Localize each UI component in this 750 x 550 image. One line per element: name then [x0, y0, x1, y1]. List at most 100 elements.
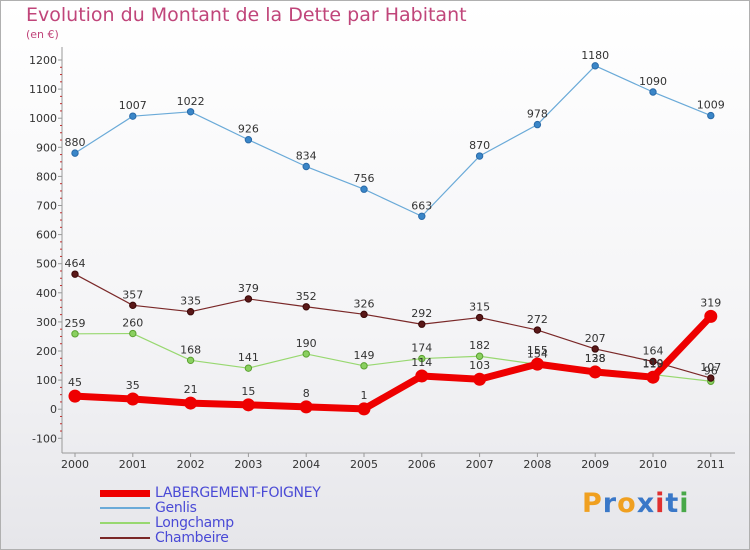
data-point-chambeire — [707, 374, 715, 382]
data-point-longchamp — [475, 352, 484, 360]
y-tick-label: -100 — [32, 432, 57, 445]
data-label-chambeire: 335 — [180, 295, 201, 308]
data-label-longchamp: 168 — [180, 343, 201, 356]
data-label-chambeire: 207 — [585, 332, 606, 345]
data-point-labergement-foigney — [473, 372, 487, 386]
data-label-genlis: 663 — [411, 199, 432, 212]
logo-letter: o — [617, 488, 637, 519]
y-tick-label: 1100 — [29, 83, 57, 96]
legend-swatch-chambeire — [100, 537, 150, 539]
x-tick-label: 2009 — [581, 458, 609, 471]
x-tick-label: 2002 — [177, 458, 205, 471]
data-label-chambeire: 326 — [354, 297, 375, 310]
data-point-genlis — [475, 152, 484, 160]
data-label-chambeire: 352 — [296, 290, 317, 303]
data-point-labergement-foigney — [126, 392, 140, 406]
data-label-genlis: 1007 — [119, 99, 147, 112]
data-point-labergement-foigney — [241, 398, 255, 412]
data-label-genlis: 834 — [296, 150, 317, 163]
data-label-labergement-foigney: 110 — [643, 357, 664, 370]
data-label-chambeire: 272 — [527, 313, 548, 326]
legend-swatch-labergement — [100, 490, 150, 497]
data-label-chambeire: 379 — [238, 282, 259, 295]
data-label-chambeire: 107 — [700, 361, 721, 374]
data-label-labergement-foigney: 15 — [241, 385, 255, 398]
data-point-labergement-foigney — [646, 370, 660, 384]
y-tick-label: 900 — [36, 141, 57, 154]
logo-letter: r — [602, 488, 618, 519]
x-tick-label: 2004 — [292, 458, 320, 471]
y-tick-label: 200 — [36, 345, 57, 358]
x-tick-label: 2008 — [523, 458, 551, 471]
data-label-longchamp: 182 — [469, 339, 490, 352]
data-point-genlis — [591, 62, 599, 70]
legend-label-chambeire: Chambeire — [155, 530, 229, 546]
data-point-longchamp — [360, 362, 368, 370]
data-point-chambeire — [244, 295, 253, 303]
y-tick-label: 1000 — [29, 112, 57, 125]
data-point-longchamp — [71, 330, 79, 338]
legend-label-longchamp: Longchamp — [155, 515, 234, 531]
data-point-genlis — [533, 120, 542, 129]
data-point-labergement-foigney — [184, 396, 198, 410]
x-tick-label: 2006 — [408, 458, 436, 471]
x-tick-label: 2010 — [639, 458, 667, 471]
data-point-genlis — [707, 111, 715, 120]
legend-label-labergement: LABERGEMENT-FOIGNEY — [155, 485, 321, 501]
data-label-longchamp: 141 — [238, 351, 259, 364]
data-point-chambeire — [129, 301, 137, 310]
data-label-longchamp: 190 — [296, 337, 317, 350]
y-tick-label: 100 — [36, 374, 57, 387]
legend-swatch-longchamp — [100, 522, 150, 524]
data-label-chambeire: 164 — [643, 344, 664, 357]
data-label-chambeire: 464 — [65, 257, 86, 270]
data-point-labergement-foigney — [299, 400, 313, 414]
data-label-labergement-foigney: 8 — [303, 387, 310, 400]
data-label-labergement-foigney: 319 — [700, 296, 721, 309]
data-label-genlis: 1180 — [581, 49, 609, 62]
data-label-longchamp: 138 — [585, 352, 606, 365]
data-label-labergement-foigney: 128 — [585, 352, 606, 365]
data-point-chambeire — [186, 308, 195, 316]
data-label-genlis: 880 — [65, 136, 86, 149]
data-point-longchamp — [186, 356, 195, 365]
proxiti-logo: Proxiti — [582, 488, 690, 519]
series-line-labergement-foigney — [71, 312, 715, 413]
data-label-chambeire: 292 — [411, 307, 432, 320]
logo-letter: P — [582, 488, 603, 519]
data-point-longchamp — [129, 329, 137, 338]
y-tick-label: 600 — [36, 229, 57, 242]
data-label-labergement-foigney: 155 — [527, 344, 548, 357]
data-label-longchamp: 119 — [643, 358, 664, 371]
data-label-genlis: 1009 — [697, 99, 725, 112]
data-label-genlis: 756 — [354, 172, 375, 185]
y-tick-label: 500 — [36, 258, 57, 271]
data-point-chambeire — [649, 357, 657, 366]
data-point-genlis — [302, 162, 310, 171]
data-point-genlis — [71, 149, 79, 157]
x-tick-label: 2003 — [234, 458, 262, 471]
data-label-longchamp: 96 — [704, 364, 718, 377]
chart-title: Evolution du Montant de la Dette par Hab… — [26, 4, 467, 26]
data-label-longchamp: 260 — [122, 317, 143, 330]
y-tick-label: 400 — [36, 287, 57, 300]
y-tick-label: 700 — [36, 200, 57, 213]
data-label-genlis: 1090 — [639, 75, 667, 88]
logo-letter: t — [665, 488, 680, 519]
data-point-longchamp — [418, 354, 426, 363]
logo-letter: i — [679, 488, 690, 519]
data-point-genlis — [244, 136, 253, 144]
data-point-labergement-foigney — [704, 309, 718, 323]
data-point-chambeire — [475, 313, 484, 322]
legend-swatch-genlis — [100, 507, 150, 509]
y-tick-label: 1200 — [29, 54, 57, 67]
chart-subtitle: (en €) — [26, 28, 59, 41]
data-label-genlis: 926 — [238, 123, 259, 136]
data-point-genlis — [360, 185, 368, 193]
data-point-genlis — [649, 88, 657, 96]
data-point-chambeire — [302, 303, 310, 311]
logo-letter: x — [636, 488, 656, 519]
data-label-longchamp: 154 — [527, 347, 548, 360]
